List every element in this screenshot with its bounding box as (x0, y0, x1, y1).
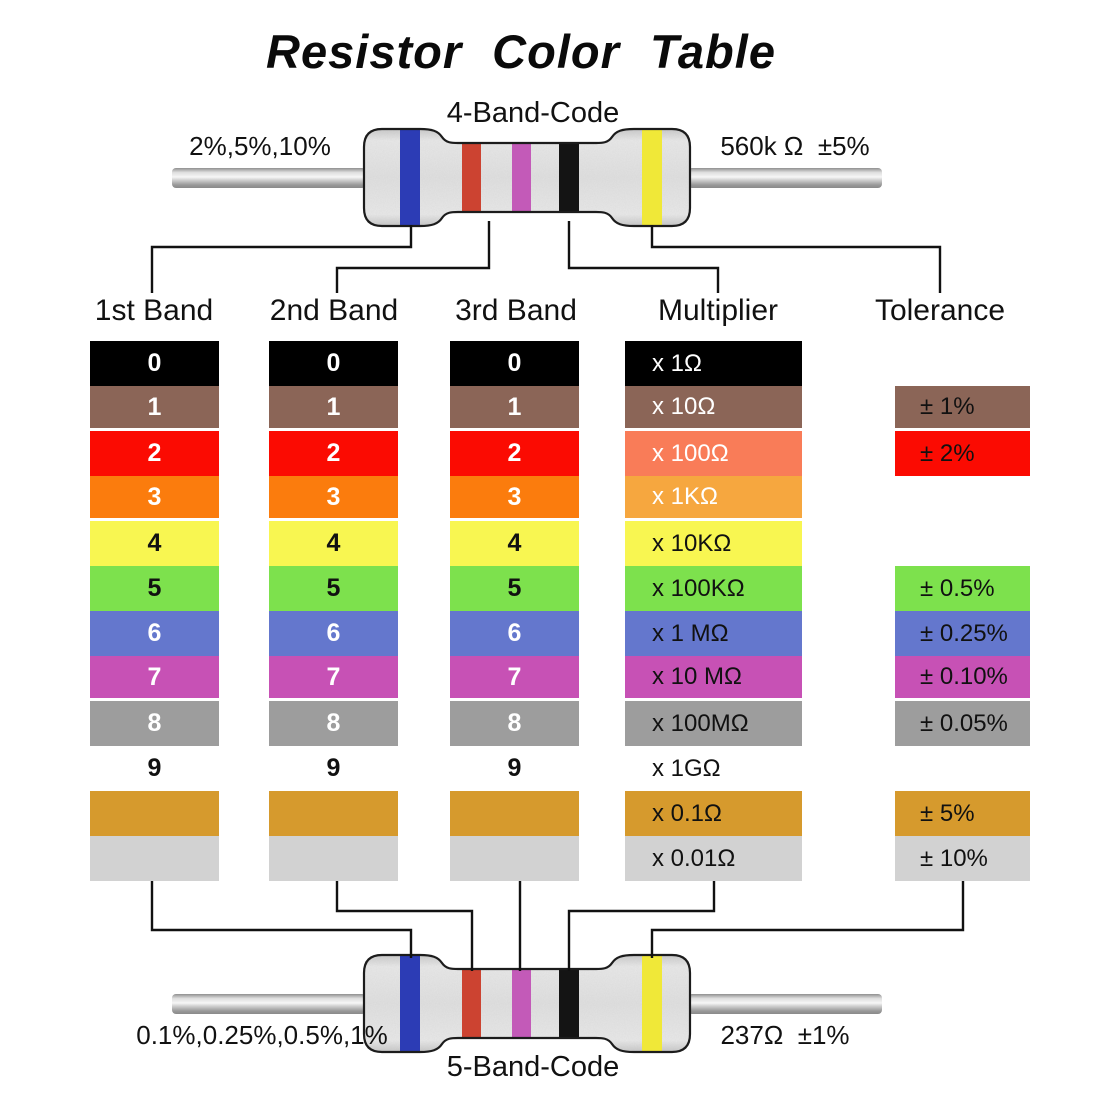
connector-lines (150, 221, 965, 971)
header-2nd-band: 2nd Band (269, 294, 399, 327)
digit-cell-red: 2 (450, 431, 579, 476)
connector-top-tolerance (650, 225, 942, 293)
digit-cell-violet: 7 (90, 656, 219, 701)
connector-bottom-tolerance (650, 881, 965, 958)
digit-cell-orange: 3 (90, 476, 219, 521)
digit-cell-silver (269, 836, 398, 881)
multiplier-cell-green: x 100KΩ (625, 566, 802, 611)
digit-cell-blue: 6 (90, 611, 219, 656)
digit-cell-gray: 8 (450, 701, 579, 746)
tolerance-cell-black (895, 341, 1030, 386)
tolerance-cell-white (895, 746, 1030, 791)
multiplier-cell-silver: x 0.01Ω (625, 836, 802, 881)
multiplier-cell-black: x 1Ω (625, 341, 802, 386)
digit-cell-green: 5 (90, 566, 219, 611)
multiplier-cell-yellow: x 10KΩ (625, 521, 802, 566)
digit-cell-black: 0 (90, 341, 219, 386)
connector-top-multiplier (567, 221, 720, 293)
connector-bottom-multiplier (567, 881, 716, 971)
multiplier-cell-violet: x 10 MΩ (625, 656, 802, 701)
multiplier-cell-gray: x 100MΩ (625, 701, 802, 746)
digit-cell-gray: 8 (90, 701, 219, 746)
connector-bottom-band1 (150, 881, 413, 958)
digit-cell-black: 0 (450, 341, 579, 386)
connector-top-band2 (335, 221, 491, 293)
header-3rd-band: 3rd Band (455, 294, 577, 327)
column-tolerance: ± 1% ± 2% ± 0.5% ± 0.25% ± 0.10% ± 0.05% ± 5% ±… (895, 341, 1030, 881)
tolerance-cell-green: ± 0.5% (895, 566, 1030, 611)
multiplier-cell-red: x 100Ω (625, 431, 802, 476)
digit-cell-red: 2 (269, 431, 398, 476)
column-multiplier: x 1Ω x 10Ω x 100Ω x 1KΩ x 10KΩ x 100KΩ x 1 MΩ x… (625, 341, 802, 881)
digit-cell-green: 5 (450, 566, 579, 611)
header-multiplier: Multiplier (657, 294, 779, 327)
tolerance-cell-gold: ± 5% (895, 791, 1030, 836)
digit-cell-black: 0 (269, 341, 398, 386)
digit-cell-blue: 6 (269, 611, 398, 656)
tolerance-cell-red: ± 2% (895, 431, 1030, 476)
digit-cell-gold (90, 791, 219, 836)
digit-cell-red: 2 (90, 431, 219, 476)
header-1st-band: 1st Band (94, 294, 214, 327)
digit-cell-yellow: 4 (269, 521, 398, 566)
digit-cell-white: 9 (269, 746, 398, 791)
digit-cell-brown: 1 (450, 386, 579, 431)
header-tolerance: Tolerance (874, 294, 1006, 327)
connector-top-band1 (150, 225, 413, 293)
five-band-example-value: 237Ω ±1% (720, 1020, 850, 1050)
digit-cell-gold (450, 791, 579, 836)
digit-cell-gold (269, 791, 398, 836)
digit-cell-violet: 7 (450, 656, 579, 701)
digit-cell-violet: 7 (269, 656, 398, 701)
tolerance-cell-brown: ± 1% (895, 386, 1030, 431)
multiplier-cell-gold: x 0.1Ω (625, 791, 802, 836)
digit-cell-white: 9 (90, 746, 219, 791)
five-band-tolerance-values: 0.1%,0.25%,0.5%,1% (136, 1020, 388, 1050)
digit-cell-silver (90, 836, 219, 881)
digit-cell-yellow: 4 (450, 521, 579, 566)
tolerance-cell-silver: ± 10% (895, 836, 1030, 881)
connector-bottom-band2 (335, 881, 474, 971)
five-band-code-label: 5-Band-Code (446, 1051, 620, 1083)
digit-cell-orange: 3 (269, 476, 398, 521)
tolerance-cell-gray: ± 0.05% (895, 701, 1030, 746)
digit-cell-silver (450, 836, 579, 881)
four-band-example-value: 560k Ω ±5% (720, 131, 870, 161)
four-band-tolerance-values: 2%,5%,10% (189, 131, 331, 161)
tolerance-cell-violet: ± 0.10% (895, 656, 1030, 701)
page-title: Resistor Color Table (266, 25, 776, 78)
tolerance-cell-yellow (895, 521, 1030, 566)
multiplier-cell-white: x 1GΩ (625, 746, 802, 791)
digit-cell-white: 9 (450, 746, 579, 791)
multiplier-cell-blue: x 1 MΩ (625, 611, 802, 656)
digit-cell-brown: 1 (90, 386, 219, 431)
four-band-code-label: 4-Band-Code (446, 97, 620, 129)
multiplier-cell-brown: x 10Ω (625, 386, 802, 431)
digit-cell-brown: 1 (269, 386, 398, 431)
digit-cell-orange: 3 (450, 476, 579, 521)
digit-cell-yellow: 4 (90, 521, 219, 566)
multiplier-cell-orange: x 1KΩ (625, 476, 802, 521)
tolerance-cell-blue: ± 0.25% (895, 611, 1030, 656)
digit-cell-blue: 6 (450, 611, 579, 656)
digit-cell-green: 5 (269, 566, 398, 611)
digit-cell-gray: 8 (269, 701, 398, 746)
tolerance-cell-orange (895, 476, 1030, 521)
